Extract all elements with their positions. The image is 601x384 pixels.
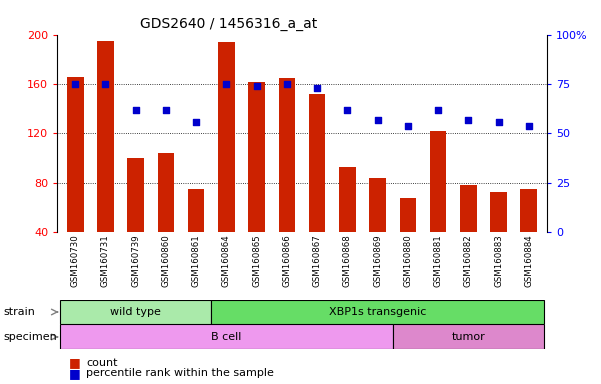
Text: GSM160866: GSM160866 [282, 234, 291, 287]
Bar [97, 41, 114, 232]
Text: ■: ■ [69, 356, 81, 369]
Bar [60, 300, 212, 324]
Point [282, 81, 291, 87]
Bar [60, 324, 392, 349]
Text: GSM160860: GSM160860 [162, 234, 171, 287]
Point [373, 116, 382, 122]
Bar [212, 300, 544, 324]
Bar [127, 158, 144, 232]
Point [463, 116, 473, 122]
Point [343, 107, 352, 113]
Bar [339, 167, 356, 232]
Bar [369, 178, 386, 232]
Text: GSM160861: GSM160861 [192, 234, 201, 287]
Bar [67, 76, 84, 232]
Point [313, 85, 322, 91]
Point [191, 119, 201, 125]
Text: GDS2640 / 1456316_a_at: GDS2640 / 1456316_a_at [140, 17, 317, 31]
Text: GSM160865: GSM160865 [252, 234, 261, 287]
Bar [279, 78, 295, 232]
Bar [248, 81, 265, 232]
Point [252, 83, 261, 89]
Point [100, 81, 110, 87]
Text: GSM160883: GSM160883 [494, 234, 503, 287]
Text: GSM160730: GSM160730 [71, 234, 80, 287]
Text: tumor: tumor [451, 332, 485, 342]
Text: GSM160884: GSM160884 [524, 234, 533, 287]
Point [222, 81, 231, 87]
Point [403, 122, 413, 129]
Text: ■: ■ [69, 367, 81, 380]
Text: count: count [86, 358, 117, 368]
Text: B cell: B cell [211, 332, 242, 342]
Bar [188, 189, 204, 232]
Point [433, 107, 443, 113]
Text: GSM160731: GSM160731 [101, 234, 110, 287]
Text: percentile rank within the sample: percentile rank within the sample [86, 368, 274, 379]
Bar [430, 131, 447, 232]
Bar [520, 189, 537, 232]
Text: XBP1s transgenic: XBP1s transgenic [329, 307, 426, 317]
Point [494, 119, 504, 125]
Point [131, 107, 141, 113]
Point [70, 81, 80, 87]
Text: GSM160867: GSM160867 [313, 234, 322, 287]
Bar [157, 153, 174, 232]
Text: GSM160739: GSM160739 [131, 234, 140, 287]
Text: GSM160869: GSM160869 [373, 234, 382, 287]
Bar [460, 185, 477, 232]
Bar [309, 94, 325, 232]
Text: wild type: wild type [110, 307, 161, 317]
Text: GSM160880: GSM160880 [403, 234, 412, 287]
Bar [400, 198, 416, 232]
Text: GSM160868: GSM160868 [343, 234, 352, 287]
Text: GSM160881: GSM160881 [433, 234, 442, 287]
Bar [392, 324, 544, 349]
Point [524, 122, 534, 129]
Text: strain: strain [3, 307, 35, 317]
Text: GSM160882: GSM160882 [464, 234, 473, 287]
Point [161, 107, 171, 113]
Bar [218, 42, 235, 232]
Text: specimen: specimen [3, 332, 56, 342]
Bar [490, 192, 507, 232]
Text: GSM160864: GSM160864 [222, 234, 231, 287]
